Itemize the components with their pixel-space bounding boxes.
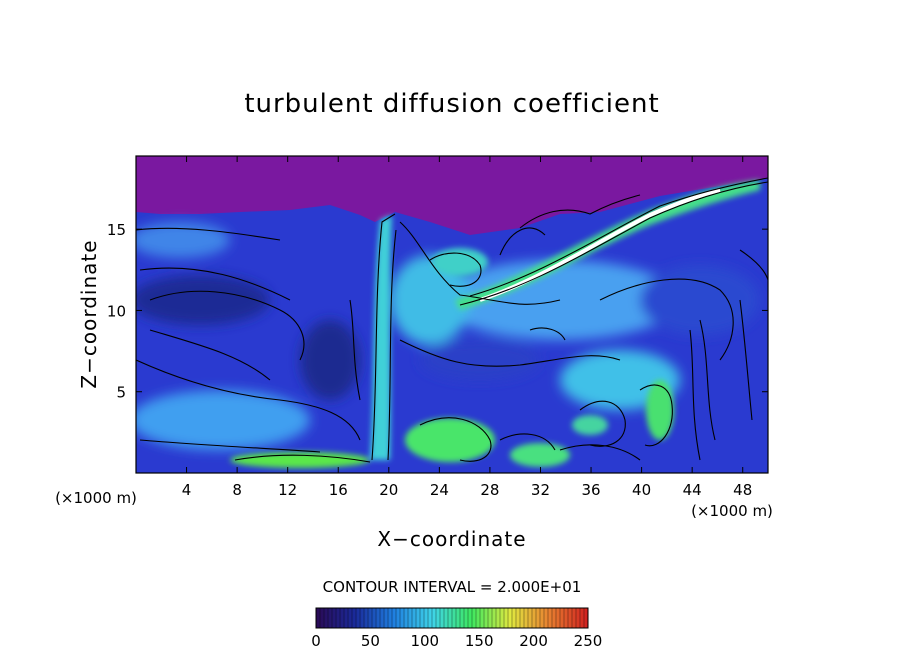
colorbar-tick-label: 50 xyxy=(361,632,380,650)
colorbar-tick-label: 250 xyxy=(574,632,603,650)
colorbar-tick-label: 100 xyxy=(410,632,439,650)
colorbar-frame xyxy=(315,607,589,629)
y-tick-label: 15 xyxy=(107,221,126,239)
contour-interval-text: CONTOUR INTERVAL = 2.000E+01 xyxy=(323,578,582,596)
ridge-highlight xyxy=(479,188,721,302)
chart-title: turbulent diffusion coefficient xyxy=(244,89,659,119)
x-tick-label: 40 xyxy=(632,481,651,499)
colorbar-hatching xyxy=(319,608,585,628)
x-axis-label: X−coordinate xyxy=(377,527,526,551)
plot-area xyxy=(136,156,768,473)
upper-layer xyxy=(136,156,768,235)
x-tick-label: 28 xyxy=(480,481,499,499)
y-tick-label: 10 xyxy=(107,302,126,320)
x-unit-left: (×1000 m) xyxy=(55,489,137,507)
x-unit-right: (×1000 m) xyxy=(691,502,773,520)
colorbar-ticks: 0 50 100 150 200 250 xyxy=(311,632,602,650)
x-tick-label: 4 xyxy=(182,481,192,499)
x-tick-label: 12 xyxy=(278,481,297,499)
colorbar: 0 50 100 150 200 250 xyxy=(311,607,602,650)
colorbar-tick-label: 150 xyxy=(465,632,494,650)
y-axis-ticks: 5 10 15 xyxy=(107,221,768,402)
y-axis-label: Z−coordinate xyxy=(77,239,101,388)
y-tick-label: 5 xyxy=(116,384,126,402)
x-axis-ticks: 4 8 12 16 20 24 28 32 36 40 44 48 xyxy=(182,156,752,499)
plot-frame xyxy=(135,155,769,474)
colorbar-tick-label: 200 xyxy=(519,632,548,650)
x-tick-label: 36 xyxy=(581,481,600,499)
colorbar-tick-label: 0 xyxy=(311,632,321,650)
x-tick-label: 16 xyxy=(329,481,348,499)
x-tick-label: 24 xyxy=(430,481,449,499)
x-tick-label: 32 xyxy=(531,481,550,499)
contour-lines xyxy=(136,177,768,463)
x-tick-label: 20 xyxy=(379,481,398,499)
x-tick-label: 44 xyxy=(683,481,702,499)
x-tick-label: 48 xyxy=(733,481,752,499)
x-tick-label: 8 xyxy=(232,481,242,499)
